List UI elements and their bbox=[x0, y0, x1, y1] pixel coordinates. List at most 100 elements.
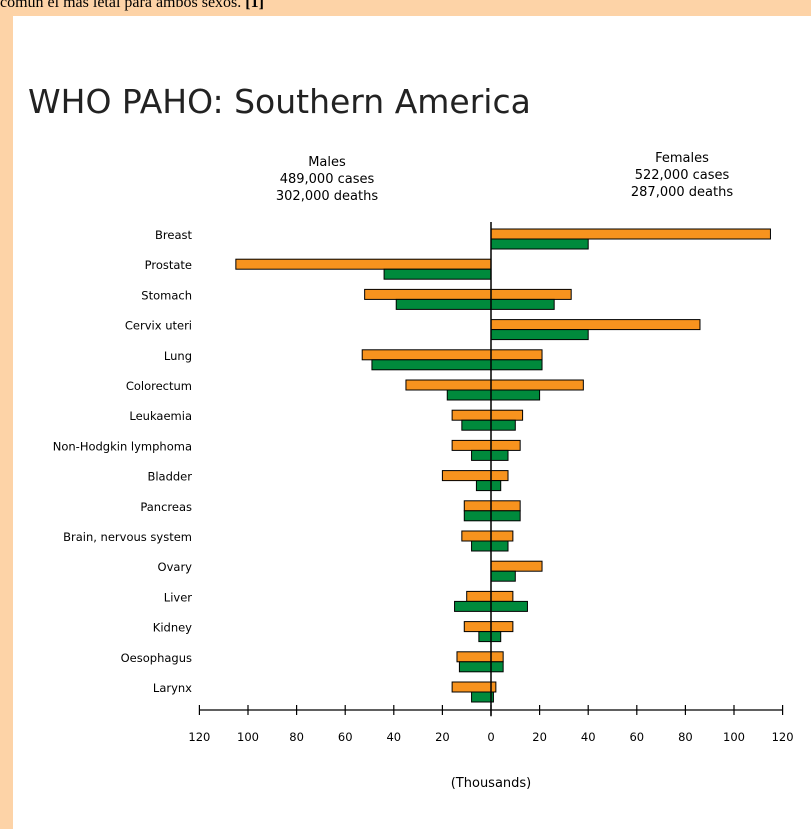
category-label: Stomach bbox=[141, 288, 192, 302]
male-deaths-bar bbox=[395, 298, 492, 310]
category-label: Oesophagus bbox=[121, 651, 192, 665]
category-labels: Breast Prostate Stomach Cervix uteri Lung Col… bbox=[53, 228, 193, 695]
caption-strip: común el más letal para ambos sexos. [1] bbox=[0, 0, 811, 16]
female-deaths-bar bbox=[490, 510, 521, 522]
female-deaths-bar bbox=[490, 298, 555, 310]
x-tick-label: 100 bbox=[723, 730, 745, 744]
x-tick-label: 20 bbox=[435, 730, 450, 744]
female-deaths-bar bbox=[490, 661, 504, 673]
male-deaths-bar bbox=[478, 631, 492, 643]
category-label: Ovary bbox=[158, 560, 193, 574]
female-cases-bar bbox=[490, 228, 771, 240]
female-deaths-bar bbox=[490, 631, 502, 643]
female-deaths-bar bbox=[490, 238, 589, 250]
category-label: Prostate bbox=[145, 258, 192, 272]
female-deaths-bar bbox=[490, 600, 528, 612]
x-tick-label: 40 bbox=[386, 730, 401, 744]
x-tick-label: 0 bbox=[487, 730, 494, 744]
male-deaths-bar bbox=[371, 359, 492, 371]
category-label: Bladder bbox=[147, 470, 192, 484]
x-tick-label: 120 bbox=[772, 730, 794, 744]
x-tick-label: 80 bbox=[678, 730, 693, 744]
caption-body: común el más letal para ambos sexos. bbox=[0, 0, 242, 11]
female-deaths-bar bbox=[490, 570, 516, 582]
female-cases-bar bbox=[490, 470, 509, 482]
category-label: Cervix uteri bbox=[125, 319, 192, 333]
category-label: Brain, nervous system bbox=[63, 530, 192, 544]
females-header-line: 522,000 cases bbox=[635, 168, 730, 183]
male-cases-bar bbox=[441, 470, 492, 482]
male-deaths-bar bbox=[471, 691, 492, 703]
female-cases-bar bbox=[490, 590, 514, 602]
male-deaths-bar bbox=[458, 661, 492, 673]
x-axis: 120 100 80 60 40 20 0 20 40 60 80 100 120 bbox=[188, 705, 794, 744]
x-tick-label: 80 bbox=[289, 730, 304, 744]
female-cases-bar bbox=[490, 530, 514, 542]
female-deaths-bar bbox=[490, 359, 543, 371]
female-deaths-bar bbox=[490, 480, 502, 492]
male-deaths-bar bbox=[383, 268, 492, 280]
male-cases-bar bbox=[466, 590, 492, 602]
females-header: Females 522,000 cases 287,000 deaths bbox=[631, 151, 733, 200]
males-header-line: 302,000 deaths bbox=[276, 189, 378, 204]
male-cases-bar bbox=[463, 621, 492, 633]
male-cases-bar bbox=[463, 500, 492, 512]
female-deaths-bar bbox=[490, 329, 589, 341]
female-cases-bar bbox=[490, 651, 504, 663]
male-deaths-bar bbox=[475, 480, 492, 492]
male-cases-bar bbox=[451, 439, 492, 451]
females-header-line: Females bbox=[655, 151, 709, 166]
category-label: Non-Hodgkin lymphoma bbox=[53, 439, 192, 453]
male-deaths-bar bbox=[461, 419, 492, 431]
female-cases-bar bbox=[490, 319, 701, 331]
female-deaths-bar bbox=[490, 389, 541, 401]
female-cases-bar bbox=[490, 349, 543, 361]
female-cases-bar bbox=[490, 500, 521, 512]
males-header-line: 489,000 cases bbox=[280, 172, 375, 187]
x-tick-label: 100 bbox=[237, 730, 259, 744]
x-tick-label: 60 bbox=[338, 730, 353, 744]
category-label: Kidney bbox=[153, 621, 192, 635]
left-border-strip bbox=[0, 16, 13, 829]
x-tick-label: 120 bbox=[188, 730, 210, 744]
male-deaths-bar bbox=[446, 389, 492, 401]
category-label: Lung bbox=[164, 349, 192, 363]
male-deaths-bar bbox=[463, 510, 492, 522]
female-cases-bar bbox=[490, 439, 521, 451]
chart-title: WHO PAHO: Southern America bbox=[28, 82, 531, 121]
x-tick-label: 40 bbox=[581, 730, 596, 744]
male-cases-bar bbox=[235, 258, 492, 270]
male-cases-bar bbox=[461, 530, 492, 542]
female-cases-bar bbox=[490, 409, 524, 421]
category-label: Leukaemia bbox=[129, 409, 192, 423]
bars bbox=[235, 228, 771, 703]
male-cases-bar bbox=[364, 288, 492, 300]
female-cases-bar bbox=[490, 379, 584, 391]
females-header-line: 287,000 deaths bbox=[631, 185, 733, 200]
category-label: Pancreas bbox=[140, 500, 192, 514]
female-cases-bar bbox=[490, 288, 572, 300]
male-cases-bar bbox=[456, 651, 492, 663]
x-tick-label: 20 bbox=[532, 730, 547, 744]
category-label: Breast bbox=[155, 228, 192, 242]
caption-text: común el más letal para ambos sexos. [1] bbox=[0, 0, 264, 12]
male-cases-bar bbox=[405, 379, 492, 391]
female-deaths-bar bbox=[490, 449, 509, 461]
category-label: Liver bbox=[164, 590, 192, 604]
male-cases-bar bbox=[451, 681, 492, 693]
x-tick-label: 60 bbox=[629, 730, 644, 744]
category-label: Larynx bbox=[153, 681, 192, 695]
males-header-line: Males bbox=[308, 155, 346, 170]
male-deaths-bar bbox=[471, 540, 492, 552]
female-deaths-bar bbox=[490, 540, 509, 552]
female-deaths-bar bbox=[490, 419, 516, 431]
males-header: Males 489,000 cases 302,000 deaths bbox=[276, 155, 378, 204]
male-cases-bar bbox=[361, 349, 492, 361]
male-deaths-bar bbox=[471, 449, 492, 461]
category-label: Colorectum bbox=[126, 379, 192, 393]
male-cases-bar bbox=[451, 409, 492, 421]
female-cases-bar bbox=[490, 560, 543, 572]
x-axis-label: (Thousands) bbox=[451, 776, 532, 791]
caption-citation[interactable]: [1] bbox=[245, 0, 264, 11]
